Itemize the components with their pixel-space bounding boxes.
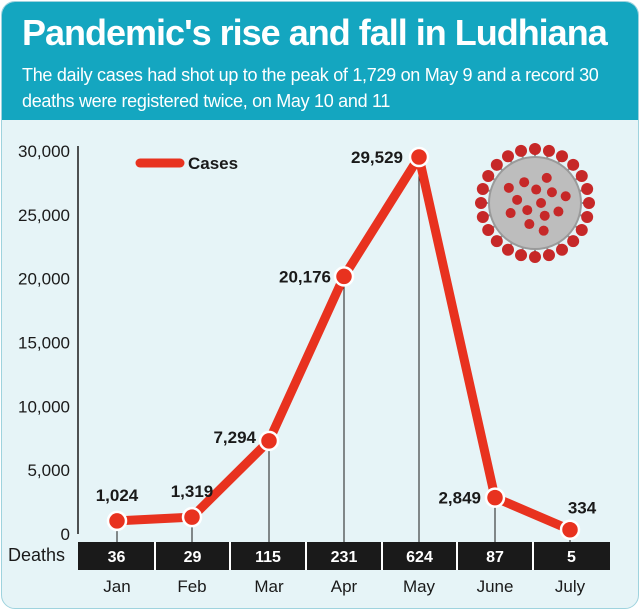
cases-point [106, 510, 128, 532]
deaths-label: Deaths [8, 545, 65, 565]
cases-point [181, 506, 203, 528]
virus-surface-protein [553, 206, 564, 217]
y-tick-label: 10,000 [18, 397, 70, 416]
chart-subtitle: The daily cases had shot up to the peak … [22, 65, 599, 111]
deaths-value: 29 [184, 549, 202, 566]
virus-spike-tip [502, 150, 514, 163]
virus-spike-tip [490, 158, 503, 171]
virus-surface-protein [531, 184, 542, 195]
virus-spike-tip [575, 224, 588, 236]
virus-surface-protein [522, 205, 533, 216]
legend-label-cases: Cases [188, 154, 238, 173]
x-tick-label: Jan [103, 577, 130, 596]
y-tick-label: 15,000 [18, 334, 70, 353]
x-tick-label: Mar [254, 577, 284, 596]
virus-spike-tip [476, 183, 489, 196]
virus-surface-protein [512, 194, 523, 205]
virus-surface-protein [538, 225, 549, 236]
virus-surface-protein [505, 208, 516, 219]
data-label: 7,294 [213, 428, 256, 447]
chart-title: Pandemic's rise and fall in Ludhiana [22, 12, 608, 53]
virus-surface-protein [536, 198, 547, 208]
x-axis: Jan Feb Mar Apr May June July [103, 577, 585, 596]
virus-spike-tip [581, 210, 594, 223]
virus-spike-tip [476, 210, 489, 223]
virus-spike-tip [515, 249, 528, 262]
x-tick-label: Apr [331, 577, 358, 596]
deaths-value: 115 [255, 549, 281, 566]
virus-spike-tip [542, 249, 555, 262]
data-label: 334 [568, 499, 597, 518]
virus-spike-tip [556, 150, 568, 163]
virus-spike-tip [575, 170, 588, 182]
y-tick-label: 5,000 [27, 461, 70, 480]
x-tick-label: July [555, 577, 586, 596]
cases-point [484, 487, 506, 508]
virus-spike-tip [482, 224, 495, 236]
y-tick-label: 25,000 [18, 206, 70, 225]
virus-surface-protein [519, 177, 530, 188]
virus-spike-tip [542, 144, 555, 157]
virus-body [488, 156, 582, 250]
y-axis: 0 5,000 10,000 15,000 20,000 25,000 30,000 [18, 142, 79, 544]
deaths-value: 231 [331, 549, 358, 566]
cases-point [408, 146, 430, 168]
virus-spike-tip [502, 243, 514, 256]
virus-spike-tip [529, 251, 541, 263]
coronavirus-illustration [475, 143, 595, 263]
x-tick-label: June [477, 577, 514, 596]
y-tick-label: 0 [61, 525, 70, 544]
virus-spike-tip [515, 144, 528, 157]
y-tick-label: 30,000 [18, 142, 70, 161]
virus-surface-protein [546, 187, 557, 198]
cases-point [559, 519, 581, 540]
data-label: 20,176 [279, 267, 331, 286]
chart-legend: Cases [135, 154, 238, 173]
virus-spike-tip [583, 197, 595, 209]
deaths-value: 36 [108, 549, 126, 566]
data-label: 1,024 [96, 486, 139, 505]
virus-surface-protein [560, 191, 571, 202]
deaths-value: 624 [406, 549, 433, 566]
deaths-bar: Deaths 36 29 115 231 624 87 5 [8, 542, 610, 570]
cases-point [333, 266, 355, 287]
x-tick-label: Feb [177, 577, 206, 596]
header-banner: Pandemic's rise and fall in Ludhiana The… [2, 2, 638, 120]
deaths-value: 5 [567, 549, 576, 566]
virus-surface-protein [524, 219, 535, 230]
data-label: 2,849 [438, 489, 481, 508]
virus-spike-tip [529, 143, 541, 155]
deaths-value: 87 [486, 549, 504, 566]
cases-point [258, 430, 280, 452]
virus-spike-tip [567, 158, 580, 171]
virus-surface-protein [539, 210, 550, 221]
virus-spike-tip [482, 170, 495, 182]
x-tick-label: May [403, 577, 436, 596]
deaths-bar-background [78, 542, 610, 570]
virus-spike-tip [475, 197, 487, 209]
virus-spike-tip [581, 183, 594, 196]
virus-surface-protein [503, 182, 514, 193]
data-label: 1,319 [171, 482, 214, 501]
virus-spike-tip [567, 235, 580, 248]
data-label: 29,529 [351, 148, 403, 167]
virus-spike-tip [556, 243, 568, 256]
virus-spike-tip [490, 235, 503, 248]
cases-line-chart: Cases 0 5,000 10,000 15,000 20,000 25,000 30,0… [8, 142, 610, 596]
y-tick-label: 20,000 [18, 270, 70, 289]
cases-series: 1,024 1,319 7,294 20,176 29,529 2,849 334 [96, 146, 597, 540]
virus-surface-protein [541, 172, 552, 183]
